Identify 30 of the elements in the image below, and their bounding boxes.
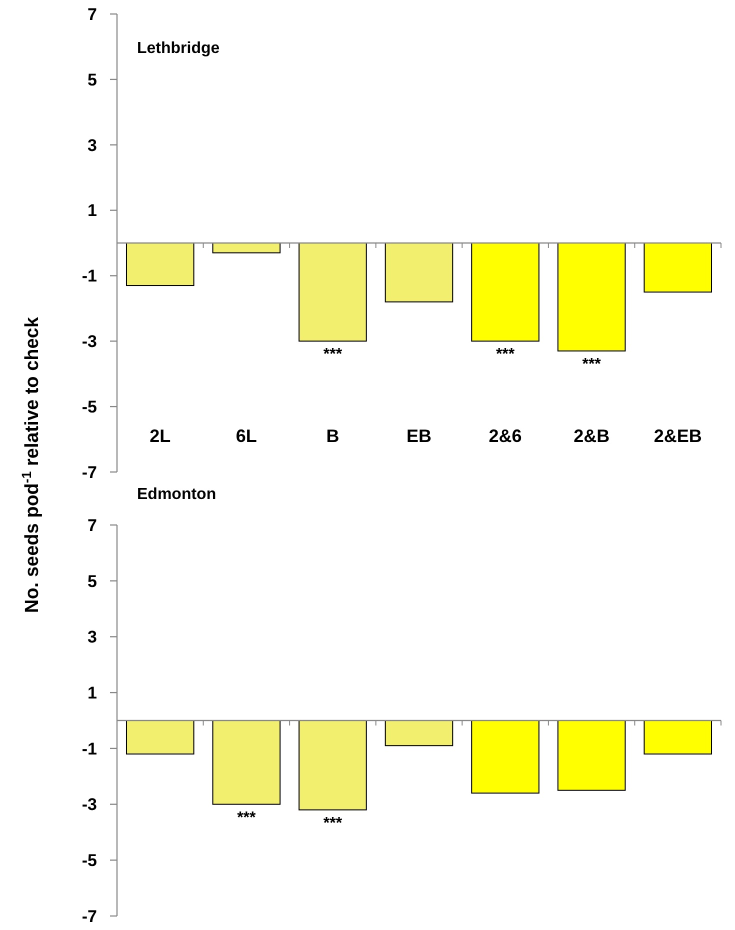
y-tick-label: 5: [88, 70, 97, 90]
x-tick-label: B: [326, 426, 340, 446]
y-tick-label: -3: [82, 332, 97, 352]
annotation: ***: [323, 346, 343, 364]
annotation: ***: [582, 356, 602, 373]
y-tick-label: -1: [82, 266, 97, 286]
y-tick-label: -1: [82, 739, 97, 758]
y-tick-label: -3: [82, 795, 97, 814]
annotation: ***: [323, 814, 343, 832]
y-tick-label: -7: [82, 462, 97, 482]
y-tick-label: -5: [82, 851, 97, 870]
annotation: ***: [496, 346, 516, 364]
y-tick-label: 1: [88, 684, 97, 703]
y-tick-label: 3: [88, 136, 97, 155]
y-tick-label: 3: [88, 628, 97, 647]
x-tick-label: 2&6: [488, 426, 522, 446]
y-tick-label: -5: [82, 398, 97, 417]
y-tick-label: 5: [88, 572, 97, 591]
y-tick-label: 7: [88, 516, 97, 535]
y-tick-label: -7: [82, 906, 97, 926]
annotation: ***: [237, 809, 257, 826]
chart-title: Edmonton: [137, 486, 216, 503]
x-tick-label: 2&B: [574, 426, 610, 446]
x-tick-label: 2&EB: [654, 426, 702, 446]
x-tick-label: 6L: [236, 426, 257, 446]
y-tick-label: 1: [88, 201, 97, 220]
x-tick-label: 2L: [150, 426, 171, 446]
y-tick-label: 7: [88, 4, 97, 24]
text: Lethbridge: [137, 40, 220, 57]
x-tick-label: EB: [406, 426, 432, 446]
